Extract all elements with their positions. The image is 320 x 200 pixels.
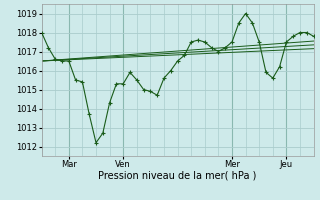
- X-axis label: Pression niveau de la mer( hPa ): Pression niveau de la mer( hPa ): [99, 171, 257, 181]
